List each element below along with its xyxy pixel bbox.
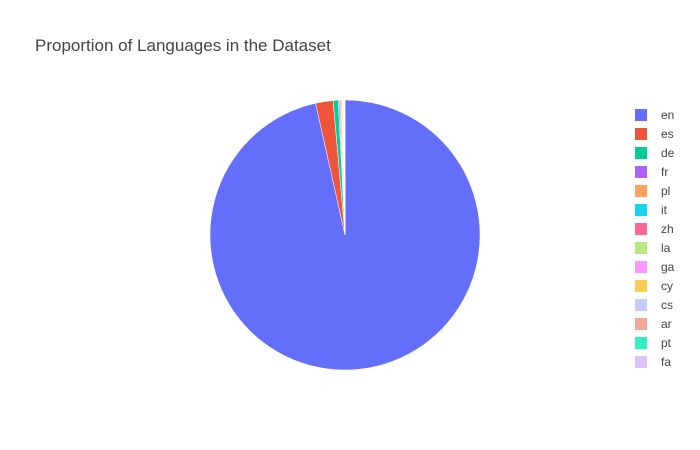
legend-item-cs[interactable]: cs <box>635 298 673 312</box>
legend-label-cy: cy <box>661 279 673 293</box>
legend-swatch-ga <box>635 261 647 273</box>
legend-swatch-de <box>635 147 647 159</box>
legend-label-pt: pt <box>661 336 672 350</box>
legend-item-es[interactable]: es <box>635 127 674 141</box>
legend-item-fr[interactable]: fr <box>635 165 668 179</box>
legend-item-cy[interactable]: cy <box>635 279 673 293</box>
legend-swatch-pt <box>635 337 647 349</box>
legend-item-de[interactable]: de <box>635 146 675 160</box>
legend-swatch-fr <box>635 166 647 178</box>
legend-item-fa[interactable]: fa <box>635 355 671 369</box>
legend-swatch-cs <box>635 299 647 311</box>
legend-item-pt[interactable]: pt <box>635 336 672 350</box>
legend-label-zh: zh <box>661 222 674 236</box>
legend-label-pl: pl <box>661 184 670 198</box>
legend-item-ar[interactable]: ar <box>635 317 672 331</box>
legend-item-ga[interactable]: ga <box>635 260 675 274</box>
legend-item-pl[interactable]: pl <box>635 184 670 198</box>
legend-item-la[interactable]: la <box>635 241 671 255</box>
legend-item-en[interactable]: en <box>635 108 674 122</box>
legend-swatch-en <box>635 109 647 121</box>
legend-label-ga: ga <box>661 260 675 274</box>
legend-swatch-pl <box>635 185 647 197</box>
legend-label-cs: cs <box>661 298 673 312</box>
legend-label-es: es <box>661 127 674 141</box>
legend-swatch-es <box>635 128 647 140</box>
legend-swatch-it <box>635 204 647 216</box>
legend-swatch-zh <box>635 223 647 235</box>
legend-swatch-fa <box>635 356 647 368</box>
chart-title: Proportion of Languages in the Dataset <box>35 36 331 55</box>
pie-slices <box>209 99 481 371</box>
legend-label-la: la <box>661 241 671 255</box>
legend-swatch-cy <box>635 280 647 292</box>
legend-label-fr: fr <box>661 165 668 179</box>
legend-item-it[interactable]: it <box>635 203 668 217</box>
legend-item-zh[interactable]: zh <box>635 222 674 236</box>
legend-label-de: de <box>661 146 675 160</box>
legend-label-fa: fa <box>661 355 671 369</box>
legend-label-en: en <box>661 108 674 122</box>
legend-swatch-la <box>635 242 647 254</box>
legend: en es de fr pl it zh la ga cy cs ar pt fa <box>635 108 675 369</box>
legend-label-ar: ar <box>661 317 672 331</box>
legend-swatch-ar <box>635 318 647 330</box>
legend-label-it: it <box>661 203 668 217</box>
